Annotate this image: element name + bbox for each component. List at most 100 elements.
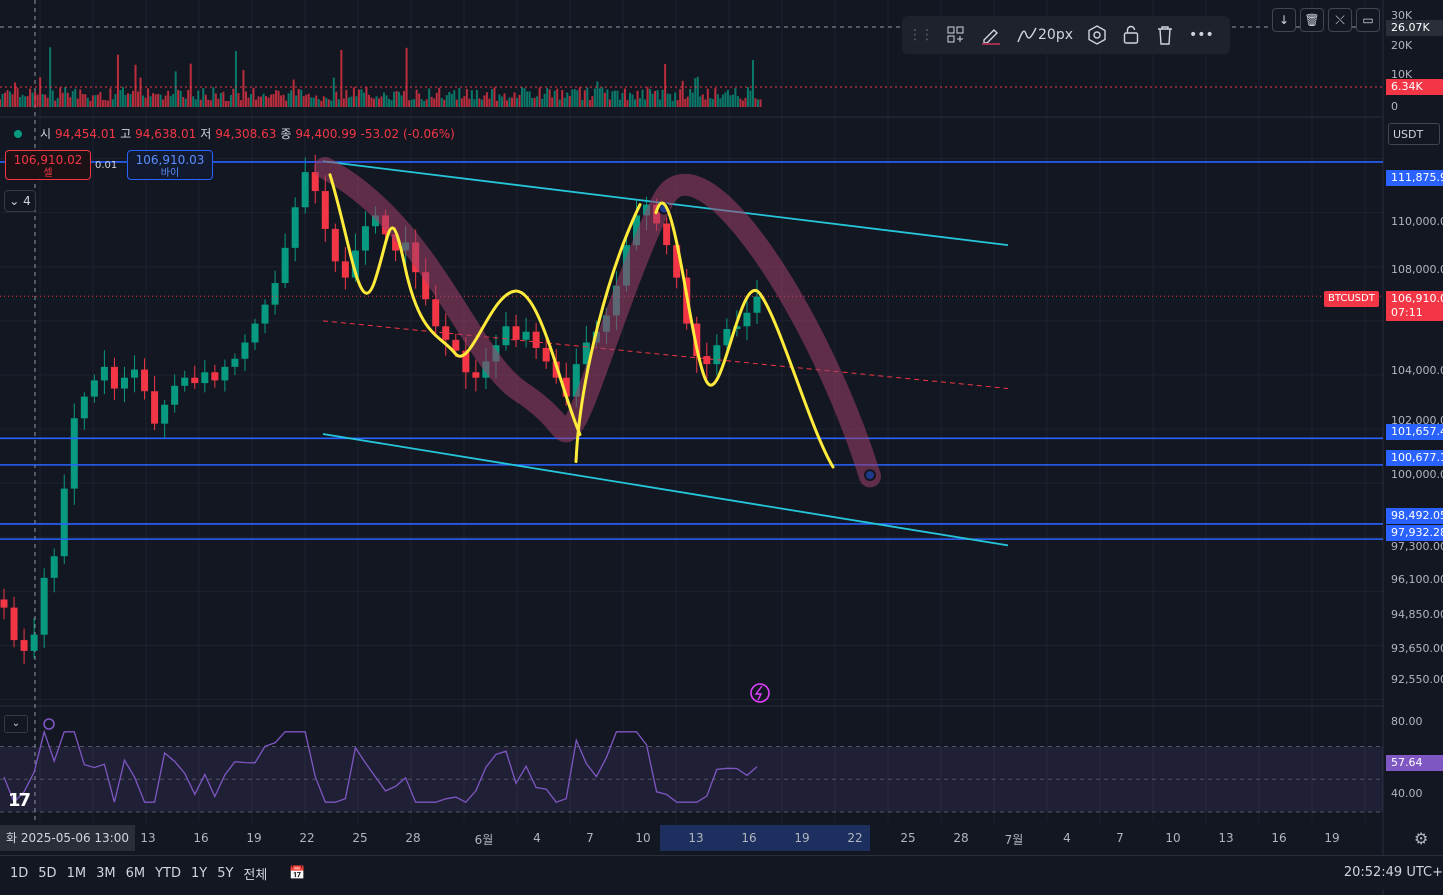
candle-body (361, 226, 369, 251)
volume-bar (415, 89, 418, 107)
price-axis-label: 94,850.00 (1391, 608, 1443, 621)
volume-bar (716, 94, 719, 107)
time-tick-label: 28 (405, 831, 421, 845)
volume-bar (616, 90, 619, 107)
trash-small-icon[interactable]: 🗑 (1300, 8, 1324, 32)
volume-bar (56, 97, 59, 107)
time-tick-label: 13 (688, 831, 704, 845)
timeframe-1m[interactable]: 1M (66, 865, 87, 881)
buy-button[interactable]: 106,910.03 바이 (127, 150, 213, 180)
time-tick-label: 10 (1165, 831, 1181, 845)
volume-bar (234, 51, 237, 107)
price-axis-label: 110,000.0 (1391, 215, 1443, 228)
timeframe-1d[interactable]: 1D (10, 865, 29, 881)
volume-bar (626, 99, 629, 107)
hline-tag: 98,492.05 (1386, 508, 1443, 524)
timeframe-3m[interactable]: 3M (96, 865, 116, 881)
sell-button[interactable]: 106,910.02 셀 (5, 150, 91, 180)
candle-body (462, 350, 470, 373)
currency-selector[interactable]: USDT (1388, 123, 1440, 145)
volume-bar (34, 91, 37, 107)
drag-handle-icon[interactable]: ⋮⋮ (908, 27, 934, 43)
volume-bar (96, 94, 99, 107)
volume-bar (19, 97, 22, 107)
candle-body (562, 377, 570, 397)
volume-bar (307, 93, 310, 107)
volume-bar (357, 89, 360, 107)
timeframe-all[interactable]: 전체 (243, 867, 268, 883)
volume-bar (212, 87, 215, 107)
pencil-icon[interactable] (980, 22, 1002, 48)
volume-bar (285, 100, 288, 107)
volume-bar (654, 91, 657, 107)
volume-bar (287, 93, 290, 107)
volume-bar (76, 98, 79, 107)
collapse-icon[interactable]: ⤬ (1328, 8, 1352, 32)
templates-icon[interactable] (946, 22, 966, 48)
volume-bar (144, 97, 147, 107)
hline-tag: 97,932.28 (1386, 525, 1443, 541)
timeframe-5y[interactable]: 5Y (217, 865, 234, 881)
volume-bar (523, 88, 526, 107)
volume-bar (701, 94, 704, 107)
stroke-width-control[interactable]: 20px (1016, 22, 1073, 48)
gear-icon[interactable]: ⚙ (1414, 829, 1429, 848)
volume-bar (711, 99, 714, 107)
volume-bar (636, 90, 639, 107)
time-tick-label: 22 (847, 831, 863, 845)
volume-bar (312, 97, 315, 107)
volume-bar (528, 91, 531, 107)
low-value: 94,308.63 (215, 126, 277, 141)
trash-icon[interactable] (1155, 22, 1175, 48)
volume-bar (506, 100, 508, 107)
volume-bar (618, 99, 621, 107)
candle-body (221, 366, 229, 381)
volume-bar (189, 63, 192, 107)
volume-bar (601, 87, 604, 107)
timeframe-ytd[interactable]: YTD (155, 865, 181, 881)
alert-icon (750, 683, 770, 703)
date-range-icon[interactable]: 📅 (289, 865, 306, 881)
volume-bar (495, 100, 498, 107)
more-icon[interactable]: ••• (1189, 27, 1214, 43)
time-range-highlight (660, 825, 870, 851)
volume-bar (126, 93, 129, 107)
price-axis-label: 93,650.00 (1391, 642, 1443, 655)
volume-bar (410, 99, 413, 107)
volume-bar (664, 63, 667, 107)
volume-bar (164, 95, 167, 107)
volume-bar (36, 94, 39, 107)
maximize-icon[interactable]: ▭ (1356, 8, 1380, 32)
time-tick-label: 16 (741, 831, 757, 845)
volume-bar (290, 90, 293, 107)
volume-bar (106, 100, 109, 107)
buy-price: 106,910.03 (135, 153, 205, 167)
volume-bar (450, 93, 453, 107)
volume-bar (719, 98, 722, 107)
volume-bar (746, 87, 749, 107)
timeframe-6m[interactable]: 6M (125, 865, 146, 881)
volume-bar (724, 92, 727, 107)
volume-bar (581, 99, 584, 107)
indicator-collapse-button[interactable]: ⌄ 4 (4, 190, 36, 212)
volume-bar (488, 98, 491, 107)
volume-bar (104, 100, 107, 107)
volume-bar (669, 93, 672, 107)
volume-bar (538, 87, 541, 107)
volume-bar (84, 94, 87, 107)
settings-hex-icon[interactable] (1087, 22, 1107, 48)
candle-body (90, 380, 98, 397)
volume-bar (116, 54, 119, 107)
hline-tag: 100,677.1 (1386, 450, 1443, 466)
arrow-down-icon[interactable]: ↓ (1272, 8, 1296, 32)
volume-bar (24, 96, 27, 107)
timeframe-1y[interactable]: 1Y (190, 865, 208, 881)
unlock-icon[interactable] (1121, 22, 1141, 48)
candle-body (261, 304, 269, 324)
price-axis-label: 100,000.0 (1391, 468, 1443, 481)
rsi-collapse-button[interactable]: ⌄ (4, 715, 28, 733)
time-axis[interactable]: 13 16 19 22 25 28 6월 4 7 10 13 16 19 22 25 28 7월 4 7 10 13 16… (0, 825, 1383, 851)
volume-bar (453, 90, 456, 107)
timeframe-5d[interactable]: 5D (38, 865, 57, 881)
